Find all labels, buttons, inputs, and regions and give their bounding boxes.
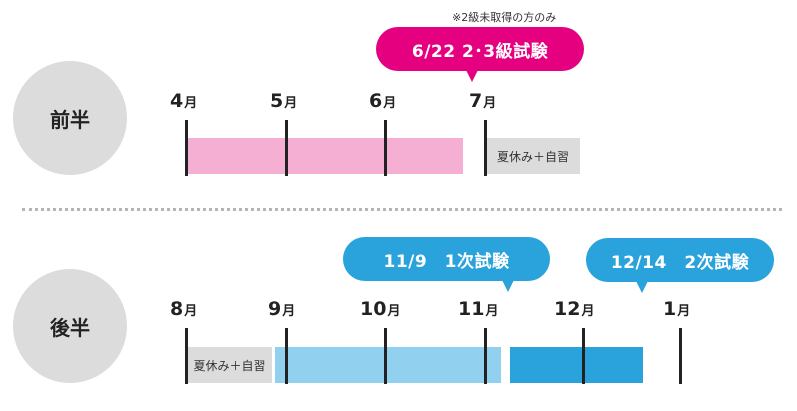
month-tick — [384, 328, 387, 384]
summer-break-label: 夏休み＋自習 — [496, 149, 569, 164]
second-round-exam-bubble: 12/14 2次試験 — [586, 238, 774, 282]
month-tick — [185, 120, 188, 176]
first-round-exam-text: 11/9 1次試験 — [383, 251, 510, 272]
first-round-exam-bubble-tail — [502, 280, 514, 292]
pre-second-exam-bar — [510, 347, 643, 383]
first-half-circle: 前半 — [13, 61, 127, 175]
month-label-jul: 7月 — [469, 90, 497, 112]
month-label-oct: 10月 — [360, 298, 401, 320]
month-label-jun: 6月 — [369, 90, 397, 112]
first-exam-bubble: 6/22 2･3級試験 — [376, 27, 584, 71]
summer-break-label: 夏休み＋自習 — [193, 358, 266, 373]
month-tick — [679, 328, 682, 384]
month-tick — [484, 120, 487, 176]
month-label-dec: 12月 — [554, 298, 595, 320]
month-tick — [582, 328, 585, 384]
month-tick — [285, 120, 288, 176]
month-label-apr: 4月 — [170, 90, 198, 112]
month-label-may: 5月 — [270, 90, 298, 112]
summer-break-bar: 夏休み＋自習 — [187, 347, 272, 383]
second-half-circle: 後半 — [13, 269, 127, 383]
study-period-bar — [187, 138, 463, 174]
month-label-nov: 11月 — [458, 298, 499, 320]
section-divider — [22, 208, 782, 211]
month-label-aug: 8月 — [170, 298, 198, 320]
second-round-exam-text: 12/14 2次試験 — [610, 252, 750, 273]
month-label-sep: 9月 — [268, 298, 296, 320]
month-tick — [484, 328, 487, 384]
month-tick — [285, 328, 288, 384]
month-tick — [185, 328, 188, 384]
month-label-jan: 1月 — [663, 298, 691, 320]
summer-break-bar: 夏休み＋自習 — [486, 138, 580, 174]
second-half-label: 後半 — [50, 315, 90, 340]
first-exam-bubble-tail — [466, 70, 478, 82]
first-exam-text: 6/22 2･3級試験 — [411, 41, 549, 62]
second-round-exam-bubble-tail — [636, 281, 648, 293]
first-half-label: 前半 — [50, 107, 90, 132]
first-round-exam-bubble: 11/9 1次試験 — [343, 237, 550, 281]
month-tick — [384, 120, 387, 176]
pre-first-exam-bar — [275, 347, 501, 383]
exam-note: ※2級未取得の方のみ — [452, 11, 557, 24]
